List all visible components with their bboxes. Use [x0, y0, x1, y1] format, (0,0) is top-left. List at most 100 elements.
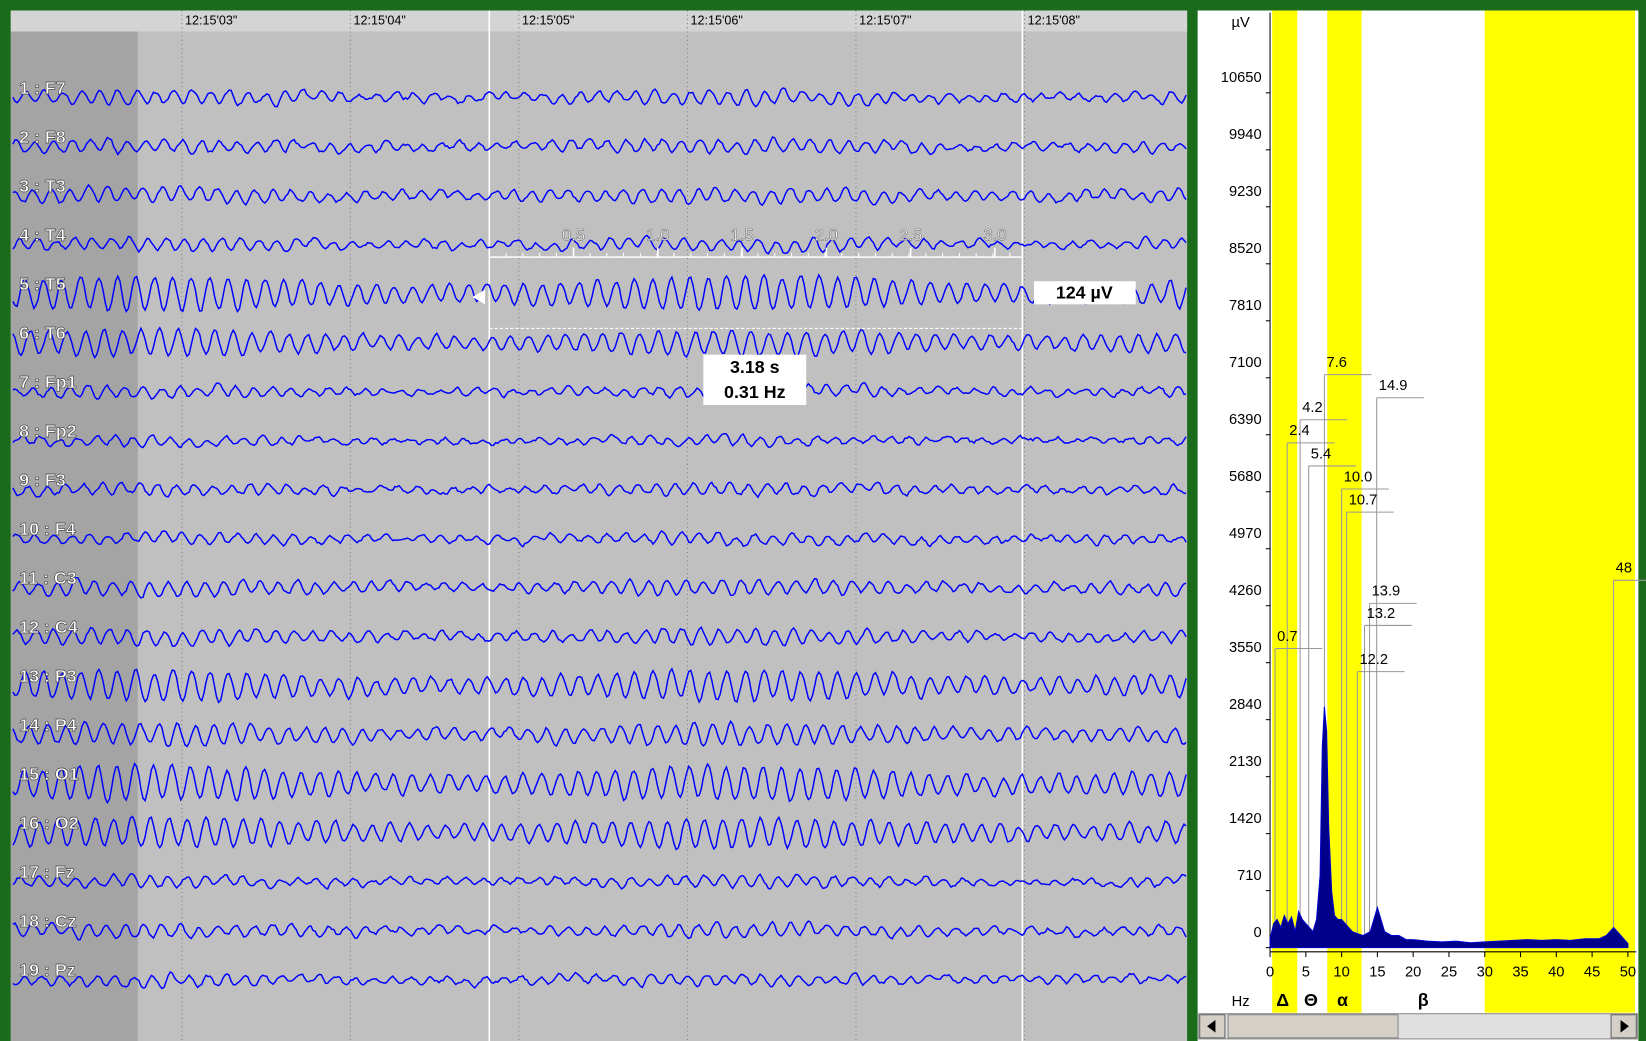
x-tick-label: 15: [1369, 965, 1385, 981]
eeg-trace: [12, 577, 1187, 599]
spectrum-layer: µV07101420213028403550426049705680639071…: [1221, 10, 1646, 1013]
scroll-right-arrow: [1620, 1020, 1629, 1033]
eeg-trace: [12, 481, 1187, 499]
time-label: 12:15'04": [354, 13, 406, 27]
y-tick-label: 8520: [1229, 241, 1262, 257]
ruler-tick-label: 1.0: [646, 226, 669, 245]
eeg-trace: [12, 920, 1187, 941]
eeg-trace: [12, 234, 1187, 255]
x-tick-label: 30: [1477, 965, 1493, 981]
duration-label: 3.18 s: [730, 357, 780, 377]
time-label: 12:15'08": [1028, 13, 1080, 27]
y-tick-label: 9940: [1229, 127, 1262, 143]
peak-label: 4.2: [1302, 400, 1322, 416]
measure-box: [703, 354, 807, 406]
y-tick-label: 7810: [1229, 298, 1262, 314]
peak-label: 0.7: [1277, 629, 1297, 645]
channel-label: 8 : Fp2: [19, 421, 77, 441]
peak-label: 13.9: [1372, 584, 1401, 600]
x-tick-label: 50: [1620, 965, 1636, 981]
x-tick-label: 20: [1405, 965, 1421, 981]
eeg-trace: [12, 135, 1187, 156]
time-label: 12:15'03": [185, 13, 237, 27]
channel-label: 9 : F3: [19, 470, 66, 490]
ruler-marker: [472, 289, 486, 305]
band-label: Θ: [1304, 990, 1318, 1010]
x-tick-label: 35: [1512, 965, 1528, 981]
channel-label: 10 : F4: [19, 519, 76, 539]
time-label: 12:15'07": [859, 13, 911, 27]
y-tick-label: 4970: [1229, 526, 1262, 542]
channel-label: 1 : F7: [19, 78, 66, 98]
channel-label: 17 : Fz: [19, 862, 75, 882]
channel-label: 6 : T6: [19, 323, 66, 343]
band-highlight: [1272, 10, 1298, 1013]
y-tick-label: 1420: [1229, 811, 1262, 827]
x-tick-label: 5: [1302, 965, 1310, 981]
time-label: 12:15'06": [691, 13, 743, 27]
peak-label: 10.7: [1349, 492, 1378, 508]
y-tick-label: 9230: [1229, 184, 1262, 200]
x-tick-label: 10: [1333, 965, 1349, 981]
channel-label: 19 : Pz: [19, 960, 76, 980]
scroll-thumb[interactable]: [1227, 1014, 1399, 1039]
x-unit: Hz: [1232, 994, 1250, 1010]
ruler-tick-label: 1.5: [730, 226, 753, 245]
peak-label: 14.9: [1379, 378, 1408, 394]
eeg-trace: [12, 183, 1187, 207]
peak-label: 48: [1616, 561, 1632, 577]
eeg-trace: [12, 625, 1187, 648]
band-label: β: [1418, 990, 1429, 1010]
peak-label: 7.6: [1327, 355, 1347, 371]
x-tick-label: 45: [1584, 965, 1600, 981]
y-tick-label: 7100: [1229, 355, 1262, 371]
channel-label: 3 : T3: [19, 176, 66, 196]
eeg-trace: [12, 530, 1187, 548]
y-unit: µV: [1232, 15, 1250, 31]
channel-label: 13 : P3: [19, 666, 77, 686]
channel-label: 7 : Fp1: [19, 372, 77, 392]
eeg-trace: [12, 273, 1187, 314]
eeg-trace: [12, 719, 1187, 748]
eeg-trace: [12, 762, 1187, 805]
eeg-trace: [12, 432, 1187, 449]
eeg-trace: [12, 667, 1187, 704]
spectrum-area: [1269, 706, 1629, 949]
y-tick-label: 2130: [1229, 754, 1262, 770]
eeg-trace: [12, 382, 1187, 400]
y-tick-label: 5680: [1229, 469, 1262, 485]
y-tick-label: 3550: [1229, 640, 1262, 656]
peak-label: 2.4: [1289, 423, 1309, 439]
channel-label: 5 : T5: [19, 274, 66, 294]
channel-label: 12 : C4: [19, 617, 78, 637]
band-label: α: [1337, 990, 1348, 1010]
channel-label: 16 : O2: [19, 813, 79, 833]
band-label: Δ: [1276, 990, 1289, 1010]
eeg-layer: 12:15'03" 12:15'04" 12:15'05" 12:15'06" 12:1…: [12, 10, 1187, 1041]
channel-label: 2 : F8: [19, 127, 66, 147]
x-tick-label: 40: [1548, 965, 1564, 981]
y-tick-label: 710: [1237, 868, 1262, 884]
channel-label: 18 : Cz: [19, 911, 77, 931]
ruler-tick-label: 3.0: [983, 226, 1006, 245]
peak-label: 13.2: [1367, 606, 1396, 622]
eeg-trace: [12, 87, 1187, 108]
time-header: [10, 10, 1188, 32]
channel-label: 11 : C3: [19, 568, 77, 588]
y-tick-label: 2840: [1229, 697, 1262, 713]
peak-label: 10.0: [1344, 469, 1373, 485]
eeg-trace: [12, 970, 1187, 990]
x-tick-label: 25: [1441, 965, 1457, 981]
y-tick-label: 4260: [1229, 583, 1262, 599]
peak-label: 12.2: [1359, 652, 1388, 668]
x-tick-label: 0: [1266, 965, 1274, 981]
scroll-left-arrow: [1207, 1020, 1216, 1033]
peak-label: 5.4: [1311, 446, 1331, 462]
y-tick-label: 0: [1253, 925, 1261, 941]
eeg-trace: [12, 815, 1187, 851]
frequency-label: 0.31 Hz: [724, 382, 786, 402]
channel-label: 14 : P4: [19, 715, 77, 735]
channel-label: 4 : T4: [19, 225, 66, 245]
ruler-tick-label: 2.5: [899, 226, 922, 245]
